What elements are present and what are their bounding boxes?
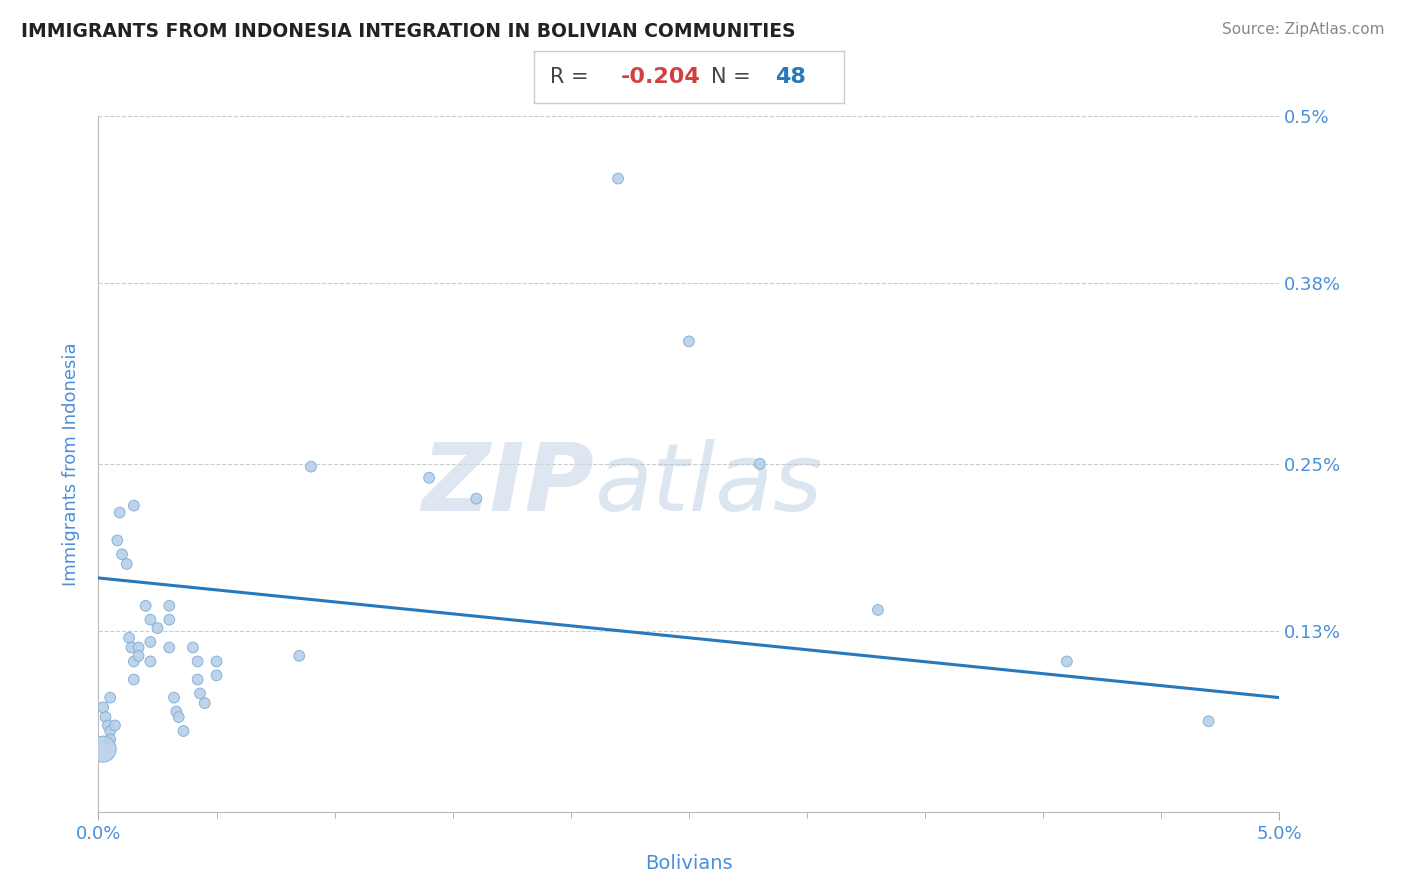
Point [288,648,311,663]
Point [866,603,889,617]
Point [98,732,121,747]
Point [122,499,145,513]
Point [167,710,190,724]
Text: atlas: atlas [595,439,823,530]
Point [418,471,440,485]
Text: 48: 48 [776,67,807,87]
Point [105,533,128,548]
Point [181,640,204,655]
Point [115,557,138,571]
Point [139,635,162,649]
Point [748,457,770,471]
Point [299,459,322,474]
Y-axis label: Immigrants from Indonesia: Immigrants from Indonesia [62,342,80,586]
Text: -0.204: -0.204 [621,67,700,87]
Point [111,547,134,561]
Point [165,705,187,719]
Point [98,724,121,739]
Point [91,742,114,756]
Text: IMMIGRANTS FROM INDONESIA INTEGRATION IN BOLIVIAN COMMUNITIES: IMMIGRANTS FROM INDONESIA INTEGRATION IN… [21,22,796,41]
Point [157,613,180,627]
Point [128,648,150,663]
Point [163,690,186,705]
Point [465,491,488,506]
Point [139,655,162,669]
Point [1198,714,1220,729]
Point [122,673,145,687]
Point [146,621,169,635]
Text: R =: R = [550,67,595,87]
Point [157,640,180,655]
Text: N =: N = [710,67,756,87]
Point [139,613,162,627]
Text: ZIP: ZIP [422,439,595,531]
Point [98,690,121,705]
Point [194,696,217,710]
Point [135,599,157,613]
Point [118,631,141,645]
X-axis label: Bolivians: Bolivians [645,854,733,873]
Point [108,506,131,520]
Point [121,640,143,655]
Point [205,668,228,682]
Point [122,655,145,669]
Text: Source: ZipAtlas.com: Source: ZipAtlas.com [1222,22,1385,37]
Point [91,700,114,714]
Point [1056,655,1078,669]
Point [678,334,700,349]
Point [94,710,117,724]
Point [205,655,228,669]
Point [172,724,194,739]
Point [187,655,209,669]
Point [607,171,630,186]
Point [188,686,211,700]
Point [157,599,180,613]
Point [128,640,150,655]
Point [97,718,120,732]
Point [104,718,127,732]
Point [187,673,209,687]
